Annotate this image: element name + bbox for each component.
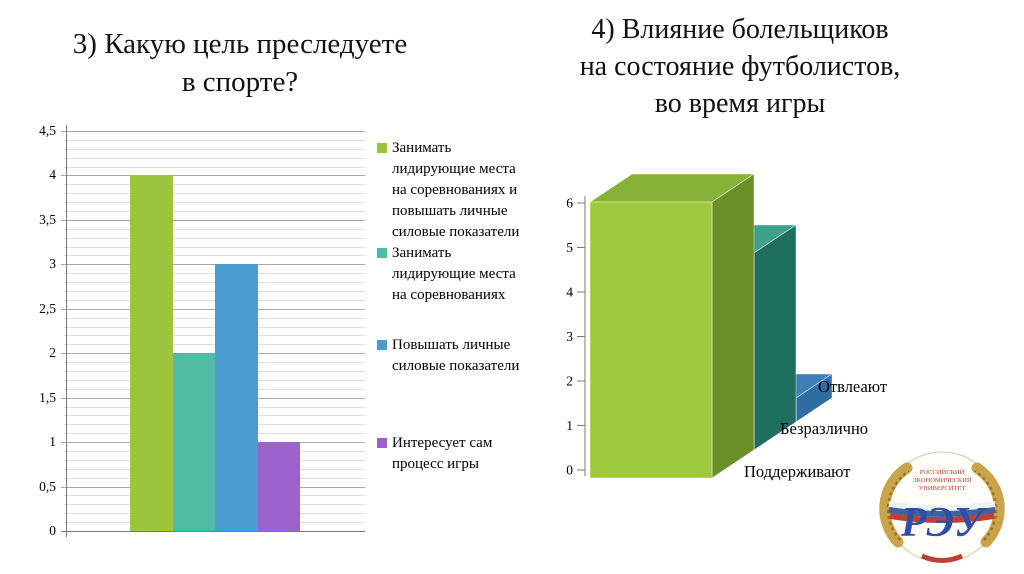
gridline-minor: [64, 326, 365, 328]
emblem-arc-text-2: ЭКОНОМИЧЕСКИЙ: [912, 476, 972, 484]
y-tick-label: 2,5: [39, 300, 56, 316]
legend-label: Повышать личные силовые показатели: [392, 337, 520, 374]
ribbon-bow-icon: [920, 553, 964, 563]
gridline-minor: [64, 299, 365, 301]
flag-ribbon-blue: [888, 507, 996, 517]
gridline-major: [61, 264, 365, 266]
gridline-minor: [64, 166, 365, 168]
gridline-minor: [64, 344, 365, 346]
y-tick-label: 4: [49, 167, 56, 183]
university-logo: РОССИЙСКИЙ ЭКОНОМИЧЕСКИЙ УНИВЕРСИТЕТ РЭУ: [879, 451, 1005, 563]
chart2-3d-bar-chart: 0 1 2 3 4 5 6 Поддерживают Безразлично Отвлеают: [566, 173, 887, 481]
y-tick-label: 0: [49, 523, 56, 538]
chart2-y-tick-label: 2: [566, 374, 573, 389]
gridline-minor: [64, 228, 365, 230]
chart2-category-label: Безразлично: [780, 419, 868, 438]
y-tick-label: 2: [49, 345, 56, 361]
y-tick-label: 1,5: [39, 389, 56, 405]
y-tick-label: 4,5: [39, 123, 56, 138]
emblem-arc-text-3: УНИВЕРСИТЕТ: [919, 485, 966, 492]
chart1-title: 3) Какую цель преследуете в спорте?: [72, 28, 408, 98]
gridline-minor: [64, 246, 365, 248]
gridline-minor: [64, 335, 365, 337]
chart1-legend: Занимать лидирующие места на соревновани…: [377, 131, 549, 476]
y-tick-label: 0,5: [39, 478, 56, 494]
legend-label: Интересует сам процесс игры: [392, 435, 493, 472]
legend-entry: Повышать личные силовые показатели: [377, 335, 524, 377]
gridline-minor: [64, 202, 365, 204]
chart1-y-axis-labels: 0 0,5 1 1,5 2 2,5 3 3,5 4 4,5: [24, 123, 60, 538]
chart2-y-tick-label: 0: [566, 463, 573, 478]
y-tick-label: 3,5: [39, 211, 56, 227]
gridline-minor: [64, 273, 365, 275]
y-axis-line: [66, 125, 67, 537]
legend-swatch-icon: [377, 143, 387, 153]
gridline-major: [61, 308, 365, 310]
x-axis-baseline: [61, 531, 365, 532]
chart2-y-tick-label: 4: [566, 285, 573, 300]
legend-label: Занимать лидирующие места на соревновани…: [392, 140, 520, 240]
bar-3: [215, 264, 258, 531]
gridline-minor: [64, 291, 365, 292]
chart2-y-tick-label: 3: [566, 329, 573, 344]
gridline-minor: [64, 282, 365, 284]
emblem-arc-text-1: РОССИЙСКИЙ: [920, 468, 965, 476]
chart2-y-tick-label: 1: [566, 418, 573, 433]
legend-entry: Занимать лидирующие места на соревновани…: [377, 243, 524, 306]
flag-ribbon-red: [889, 513, 995, 523]
legend-label: Занимать лидирующие места на соревновани…: [392, 245, 516, 303]
legend-entry: Занимать лидирующие места на соревновани…: [377, 138, 524, 243]
y-tick-label: 3: [49, 256, 56, 272]
legend-swatch-icon: [377, 248, 387, 258]
gridline-minor: [64, 148, 365, 150]
chart2-title: 4) Влияние болельщиков на состояние футб…: [579, 14, 901, 119]
gridline-minor: [64, 184, 365, 186]
chart2-y-tick-label: 5: [566, 240, 573, 255]
chart1-plot-area: [61, 125, 365, 537]
chart2-category-label: Поддерживают: [744, 462, 851, 481]
bar3d-side-2: [753, 224, 797, 451]
gridline-major: [61, 175, 365, 177]
legend-entry: Интересует сам процесс игры: [377, 433, 524, 475]
gridline-minor: [64, 211, 365, 212]
bar-2: [172, 353, 215, 531]
gridline-major: [61, 219, 365, 221]
laurel-wreath-left-icon: [879, 462, 913, 548]
bar-1: [130, 175, 173, 531]
gridline-minor: [64, 317, 365, 319]
bar3d-front-1: [589, 201, 713, 479]
chart2-category-label: Отвлеают: [818, 377, 887, 396]
legend-swatch-icon: [377, 438, 387, 448]
gridline-minor: [64, 237, 365, 239]
legend-swatch-icon: [377, 340, 387, 350]
bar-4: [257, 442, 300, 531]
y-tick-label: 1: [49, 434, 56, 450]
bar3d-side-1: [711, 173, 755, 479]
gridline-minor: [64, 193, 365, 195]
gridline-minor: [64, 157, 365, 159]
emblem-monogram: РЭУ: [900, 500, 988, 546]
gridline-minor: [64, 255, 365, 257]
chart2-y-tick-label: 6: [566, 196, 573, 211]
flag-ribbon-white: [888, 501, 996, 511]
gridline-major: [61, 131, 365, 132]
gridline-minor: [64, 139, 365, 141]
laurel-wreath-right-icon: [971, 462, 1005, 548]
